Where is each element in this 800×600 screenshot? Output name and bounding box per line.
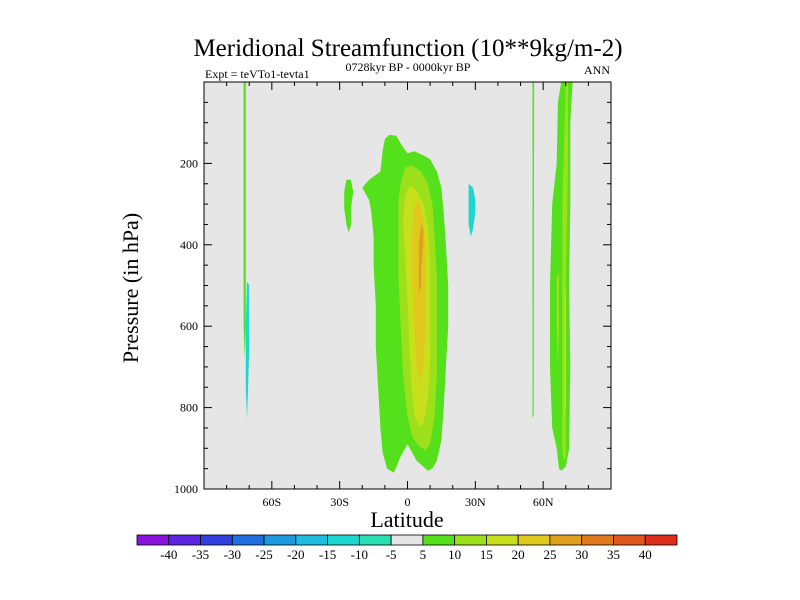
colorbar-swatch	[263, 534, 297, 546]
colorbar-swatch	[486, 534, 519, 546]
colorbar-label: 35	[607, 547, 620, 562]
colorbar-label: 30	[575, 547, 588, 562]
colorbar-label: -5	[386, 547, 397, 562]
colorbar-swatch	[358, 534, 392, 546]
colorbar-swatch	[231, 534, 265, 546]
colorbar-label: -10	[351, 547, 368, 562]
y-tick-label: 400	[180, 238, 198, 252]
x-tick-label: 60S	[262, 495, 281, 509]
colorbar-swatch	[454, 534, 487, 546]
contour-region-subtropical-north-negative	[468, 183, 476, 237]
colorbar-label: 15	[480, 547, 493, 562]
colorbar-label: -35	[192, 547, 209, 562]
colorbar-swatch	[549, 534, 583, 546]
colorbar-swatch	[422, 534, 456, 546]
y-tick-label: 200	[180, 156, 198, 170]
contour-region-north-polar-core	[562, 82, 568, 461]
colorbar-label: -25	[255, 547, 272, 562]
colorbar-label: -20	[287, 547, 304, 562]
chart-subtitle-left: Expt = teVTo1-tevta1	[205, 67, 310, 81]
x-tick-label: 30N	[465, 495, 486, 509]
colorbar-label: -40	[160, 547, 177, 562]
colorbar-label: 20	[512, 547, 525, 562]
colorbar-swatch	[581, 534, 614, 546]
y-tick-label: 1000	[174, 482, 198, 496]
y-tick-label: 600	[180, 319, 198, 333]
colorbar-swatch	[136, 534, 170, 546]
colorbar-swatch	[390, 534, 424, 546]
contour-region-tropical-cell-core	[418, 224, 424, 294]
x-tick-label: 0	[405, 495, 411, 509]
colorbar-swatch	[644, 534, 678, 546]
colorbar-label: -15	[319, 547, 336, 562]
colorbar-label: 25	[543, 547, 556, 562]
contour-region-north-polar-side	[556, 273, 559, 367]
contour-region-north-strip	[532, 82, 535, 418]
x-tick-label: 60N	[533, 495, 554, 509]
contour-region-north-polar-core-20	[564, 285, 566, 416]
chart-subtitle-right: ANN	[584, 63, 610, 77]
colorbar-swatch	[613, 534, 646, 546]
contour-region-south-polar-negative	[245, 281, 250, 420]
colorbar-swatch	[517, 534, 551, 546]
colorbar-swatch	[200, 534, 233, 546]
colorbar-label: 10	[448, 547, 461, 562]
colorbar-label: 40	[639, 547, 652, 562]
colorbar-swatch	[327, 534, 360, 546]
x-axis-label: Latitude	[370, 507, 443, 532]
contour-region-south-polar-strip	[243, 82, 246, 359]
chart-title: Meridional Streamfunction (10**9kg/m-2)	[193, 35, 622, 62]
y-tick-label: 800	[180, 401, 198, 415]
contour-region-subtropical-south-blob	[344, 179, 354, 233]
contour-region-north-polar-negative	[559, 285, 561, 314]
chart-subtitle-center: 0728kyr BP - 0000kyr BP	[346, 60, 471, 74]
y-axis-label: Pressure (in hPa)	[118, 213, 143, 363]
colorbar-swatch	[295, 534, 328, 546]
x-tick-label: 30S	[330, 495, 349, 509]
colorbar-label: 5	[420, 547, 427, 562]
colorbar-label: -30	[224, 547, 241, 562]
colorbar-swatch	[168, 534, 201, 546]
